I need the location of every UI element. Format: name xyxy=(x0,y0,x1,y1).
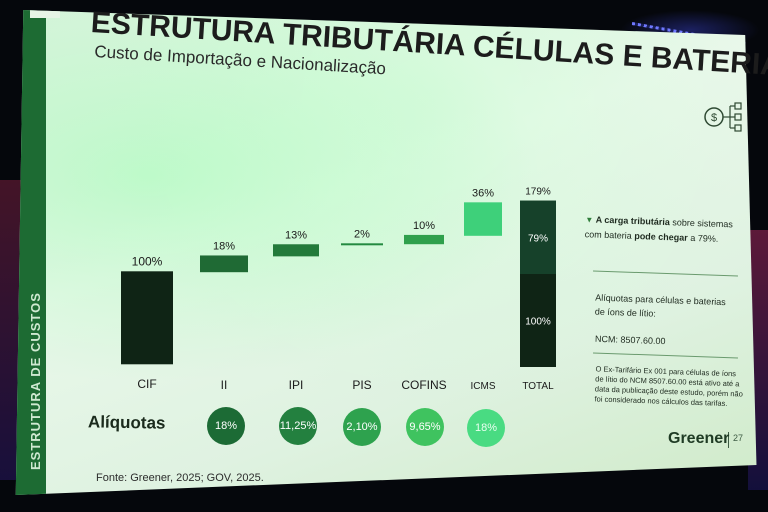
page-number: 27 xyxy=(733,433,744,443)
note-text-2: a 79%. xyxy=(690,232,719,244)
value-label: 13% xyxy=(285,229,307,241)
cost-structure-icon: $ xyxy=(704,102,742,132)
bar-ipi xyxy=(273,244,319,257)
ex-tarifario-note: O Ex-Tarifário Ex 001 para células de ío… xyxy=(594,364,743,409)
note-bold-text-2: pode chegar xyxy=(634,230,688,243)
triangle-bullet-icon: ▼ xyxy=(585,215,594,225)
category-label: IPI xyxy=(289,378,304,392)
value-label: 2% xyxy=(354,228,370,240)
rate-circle-ii: 18% xyxy=(207,407,245,445)
rate-circle-pis: 2,10% xyxy=(343,407,381,446)
category-label: PIS xyxy=(352,378,371,392)
rate-circle-ipi: 11,25% xyxy=(279,407,317,446)
aliquotas-title: Alíquotas para células e baterias de íon… xyxy=(594,292,726,319)
value-label: 179% xyxy=(525,187,551,198)
note-bold-text: A carga tributária xyxy=(595,214,671,228)
value-label: 18% xyxy=(213,240,235,252)
bar-icms xyxy=(464,202,502,236)
svg-text:$: $ xyxy=(711,112,717,124)
value-label: 100% xyxy=(132,254,163,268)
projected-slide: ESTRUTURA DE CUSTOS xyxy=(15,10,757,495)
bar-total-tax xyxy=(520,200,556,274)
category-label: CIF xyxy=(137,377,156,391)
bar-cofins xyxy=(404,234,444,245)
category-label: ICMS xyxy=(471,381,496,392)
ncm-code: NCM: 8507.60.00 xyxy=(594,333,666,347)
value-label: 10% xyxy=(413,220,435,232)
rate-circle-cofins: 9,65% xyxy=(406,408,444,447)
category-label: COFINS xyxy=(401,378,446,392)
category-label: TOTAL xyxy=(522,381,554,392)
tax-burden-note: ▼ A carga tributária sobre sistemas com … xyxy=(585,212,746,247)
brand-separator xyxy=(728,432,729,448)
brand-logo: Greener xyxy=(668,430,730,447)
segment-label: 79% xyxy=(528,233,548,244)
rate-circle-icms: 18% xyxy=(467,408,505,447)
source-note: Fonte: Greener, 2025; GOV, 2025. xyxy=(96,472,264,484)
category-label: II xyxy=(221,378,228,392)
value-label: 36% xyxy=(472,187,494,199)
sidebar-accent xyxy=(30,10,60,18)
bar-cif xyxy=(121,271,173,365)
bar-total-base xyxy=(520,274,556,367)
bar-ii xyxy=(200,255,248,273)
bar-pis xyxy=(341,243,383,246)
segment-label: 100% xyxy=(525,317,551,328)
aliquotas-label: Alíquotas xyxy=(87,412,166,433)
